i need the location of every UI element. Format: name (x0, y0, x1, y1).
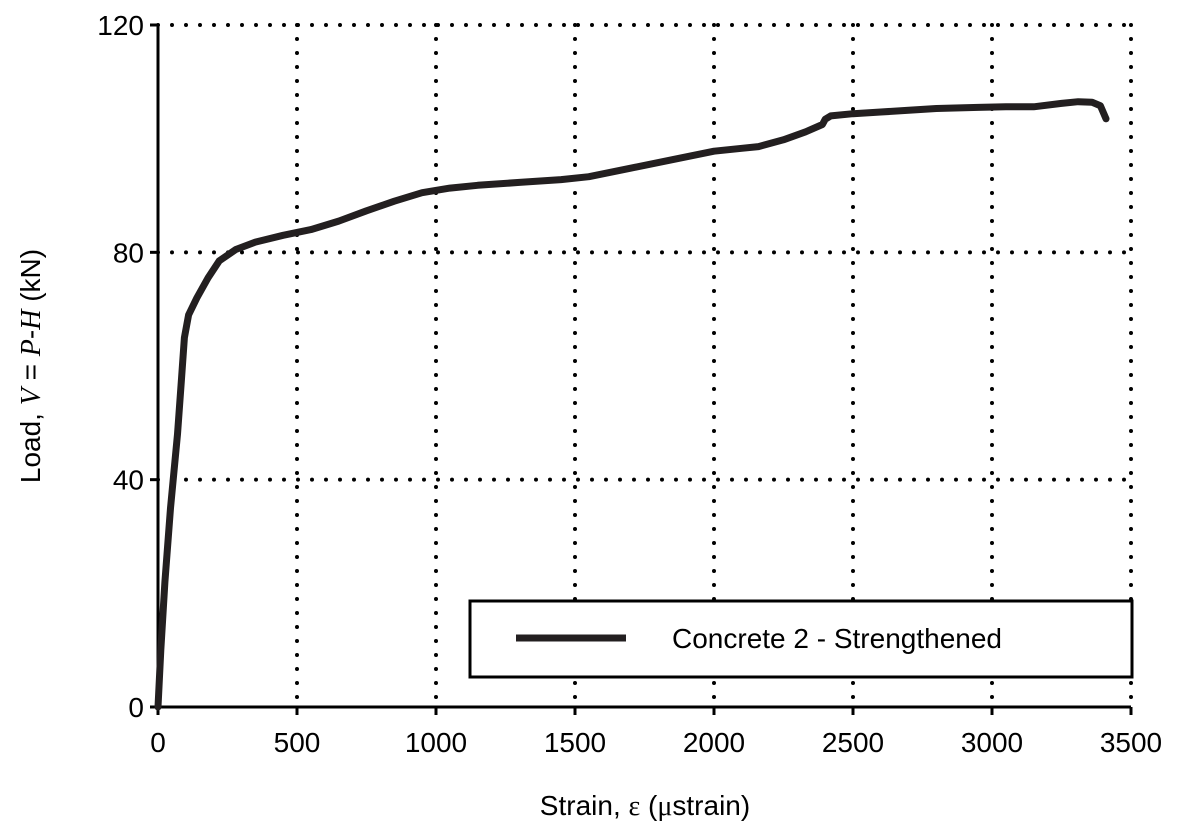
axes (150, 23, 1133, 715)
x-tick-label-500: 500 (274, 727, 321, 758)
x-axis-title: Strain, ε (μstrain) (540, 790, 750, 822)
y-axis-title-eq: = (15, 356, 46, 388)
y-axis-title-var-h: H (16, 308, 47, 331)
y-axis-title-var-p: P (16, 339, 47, 357)
series-lines (154, 98, 1110, 711)
x-tick-label-2500: 2500 (822, 727, 884, 758)
grid-lines (156, 23, 1133, 709)
x-tick-label-3000: 3000 (961, 727, 1023, 758)
y-tick-label-80: 80 (113, 237, 144, 268)
x-axis-title-symbol: ε (629, 791, 641, 822)
legend-label: Concrete 2 - Strengthened (672, 623, 1002, 654)
x-axis-title-prefix: Strain, (540, 790, 629, 821)
y-tick-label-120: 120 (97, 10, 144, 41)
x-tick-label-1000: 1000 (405, 727, 467, 758)
x-tick-label-0: 0 (150, 727, 166, 758)
y-tick-label-40: 40 (113, 465, 144, 496)
y-axis-title: Load, V = P-H (kN) (15, 249, 47, 483)
x-axis-title-unit: strain) (672, 790, 750, 821)
x-axis-title-unit-greek: μ (657, 791, 672, 822)
y-axis-title-dash: - (15, 330, 46, 339)
y-axis-title-prefix: Load, (15, 405, 46, 483)
tick-labels: 0 500 1000 1500 2000 2500 3000 3500 0 40 80 120 (97, 10, 1162, 758)
y-axis-title-unit: (kN) (15, 249, 46, 310)
x-tick-label-2000: 2000 (683, 727, 745, 758)
y-axis-title-var-v: V (16, 385, 47, 405)
series-line-0 (154, 98, 1110, 711)
x-axis-title-paren: ( (640, 790, 658, 821)
y-tick-label-0: 0 (128, 692, 144, 723)
legend: Concrete 2 - Strengthened (468, 599, 1134, 679)
x-tick-label-1500: 1500 (544, 727, 606, 758)
x-tick-label-3500: 3500 (1100, 727, 1162, 758)
